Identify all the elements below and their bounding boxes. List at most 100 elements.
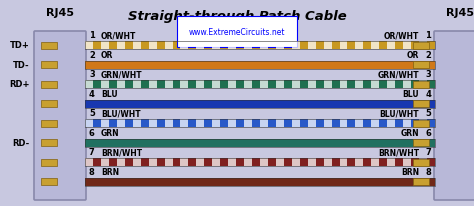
Text: GRN/WHT: GRN/WHT (377, 70, 419, 79)
Bar (308, 119, 316, 127)
Bar (133, 119, 141, 127)
Bar (371, 81, 379, 89)
Bar (413, 81, 429, 88)
Bar (387, 81, 395, 89)
Text: BLU: BLU (402, 90, 419, 98)
Bar (164, 158, 173, 166)
Bar (41, 159, 57, 166)
Bar (419, 119, 427, 127)
Bar (85, 61, 435, 69)
Bar (85, 158, 435, 166)
Text: BLU/WHT: BLU/WHT (379, 109, 419, 118)
Text: BRN: BRN (101, 167, 119, 176)
Bar (260, 81, 268, 89)
Text: 5: 5 (89, 109, 95, 118)
Bar (181, 119, 188, 127)
Bar (244, 158, 252, 166)
Bar (276, 42, 284, 50)
Text: 6: 6 (425, 128, 431, 137)
Bar (403, 119, 411, 127)
Text: 4: 4 (89, 90, 95, 98)
Bar (260, 42, 268, 50)
Text: RD+: RD+ (9, 80, 30, 89)
Bar (212, 119, 220, 127)
Bar (244, 119, 252, 127)
Bar (41, 42, 57, 49)
Bar (339, 81, 347, 89)
Bar (371, 119, 379, 127)
Bar (85, 158, 435, 166)
Text: 2: 2 (425, 51, 431, 60)
Bar (85, 178, 435, 186)
Bar (387, 158, 395, 166)
Bar (419, 42, 427, 50)
Bar (41, 81, 57, 88)
Bar (356, 158, 364, 166)
Text: OR/WHT: OR/WHT (383, 31, 419, 40)
Bar (228, 81, 236, 89)
Bar (276, 81, 284, 89)
Text: BRN: BRN (401, 167, 419, 176)
Text: 3: 3 (425, 70, 431, 79)
Text: 5: 5 (425, 109, 431, 118)
Text: 1: 1 (425, 31, 431, 40)
Bar (387, 119, 395, 127)
Bar (85, 178, 435, 186)
Bar (356, 119, 364, 127)
Bar (41, 178, 57, 185)
FancyBboxPatch shape (34, 32, 86, 200)
Bar (196, 81, 204, 89)
Text: BRN/WHT: BRN/WHT (101, 148, 142, 157)
Bar (196, 119, 204, 127)
Text: Straight-through Patch Cable: Straight-through Patch Cable (128, 10, 346, 23)
Bar (292, 158, 300, 166)
Bar (149, 81, 156, 89)
Bar (85, 100, 435, 108)
Bar (413, 120, 429, 127)
Bar (356, 81, 364, 89)
Text: 1: 1 (89, 31, 95, 40)
Text: 8: 8 (425, 167, 431, 176)
Bar (85, 81, 435, 89)
Text: OR/WHT: OR/WHT (101, 31, 137, 40)
Text: 7: 7 (89, 148, 95, 157)
Text: GRN: GRN (101, 128, 119, 137)
Bar (413, 139, 429, 146)
Bar (85, 81, 93, 89)
Bar (387, 42, 395, 50)
Bar (413, 42, 429, 49)
Bar (308, 42, 316, 50)
Bar (292, 42, 300, 50)
Bar (181, 158, 188, 166)
Bar (403, 81, 411, 89)
Bar (324, 158, 332, 166)
Text: 8: 8 (89, 167, 95, 176)
Text: OR: OR (407, 51, 419, 60)
Bar (371, 158, 379, 166)
Bar (85, 158, 93, 166)
Bar (228, 119, 236, 127)
Bar (324, 42, 332, 50)
Text: 2: 2 (89, 51, 95, 60)
Bar (419, 158, 427, 166)
Bar (85, 139, 435, 147)
Text: OR: OR (101, 51, 113, 60)
Bar (181, 42, 188, 50)
Text: BRN/WHT: BRN/WHT (378, 148, 419, 157)
Text: www.ExtremeCircuits.net: www.ExtremeCircuits.net (189, 28, 285, 37)
Bar (212, 42, 220, 50)
Bar (101, 158, 109, 166)
FancyBboxPatch shape (434, 32, 474, 200)
Bar (85, 81, 435, 89)
Bar (101, 81, 109, 89)
Bar (244, 42, 252, 50)
Bar (339, 42, 347, 50)
Bar (413, 159, 429, 166)
Text: 7: 7 (425, 148, 431, 157)
Bar (244, 81, 252, 89)
Bar (149, 42, 156, 50)
Bar (117, 158, 125, 166)
Bar (85, 119, 435, 127)
Bar (339, 119, 347, 127)
Bar (133, 158, 141, 166)
